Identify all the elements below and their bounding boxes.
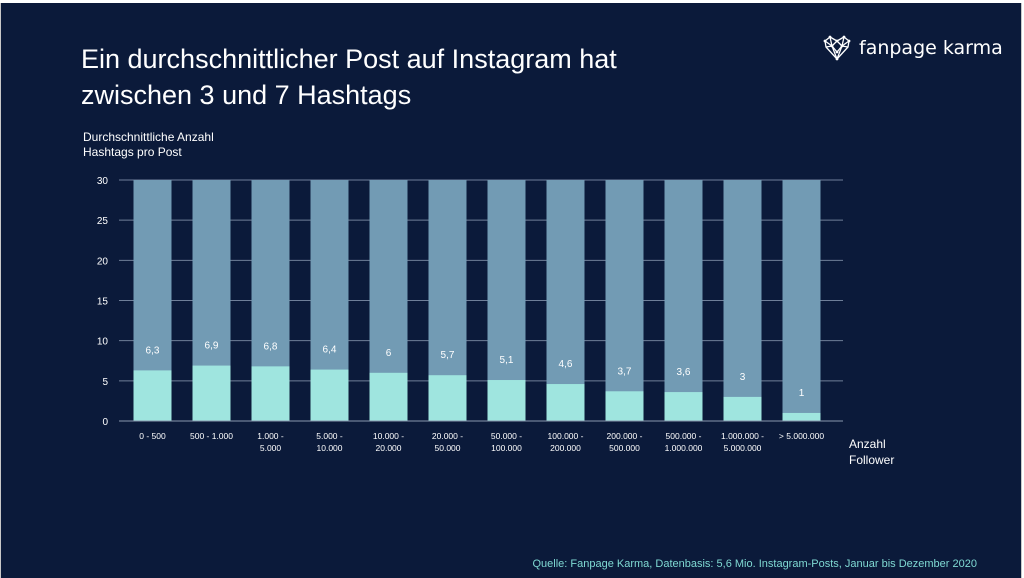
x-tick-label: 1.000 - xyxy=(257,431,284,441)
x-tick-label: 1.000.000 - xyxy=(721,431,764,441)
x-tick-label: 50.000 - xyxy=(491,431,522,441)
y-tick-label: 5 xyxy=(102,377,108,388)
y-tick-label: 15 xyxy=(97,297,109,308)
x-tick-label: 100.000 - xyxy=(548,431,584,441)
background-bar xyxy=(605,180,644,421)
bar xyxy=(428,375,467,421)
y-tick-label: 30 xyxy=(97,176,109,187)
brand-name: fanpage karma xyxy=(859,37,1003,59)
brand-logo: fanpage karma xyxy=(823,33,1003,63)
bar xyxy=(546,384,585,421)
data-label: 3 xyxy=(740,372,746,383)
background-bar xyxy=(782,180,821,421)
x-tick-label: 5.000 xyxy=(260,443,282,453)
y-tick-label: 25 xyxy=(97,216,109,227)
bar xyxy=(192,365,231,421)
x-tick-label: 200.000 xyxy=(550,443,581,453)
data-label: 3,6 xyxy=(677,367,691,378)
bar xyxy=(133,370,172,421)
x-tick-label: 10.000 - xyxy=(373,431,404,441)
x-tick-label: 0 - 500 xyxy=(139,431,166,441)
bar xyxy=(310,369,349,421)
x-tick-label: > 5.000.000 xyxy=(779,431,824,441)
y-tick-label: 0 xyxy=(102,417,108,428)
title-line-1: Ein durchschnittlicher Post auf Instagra… xyxy=(81,44,617,74)
x-tick-label: 20.000 - xyxy=(432,431,463,441)
x-tick-label: 200.000 - xyxy=(607,431,643,441)
data-label: 5,7 xyxy=(441,350,455,361)
x-axis-label-line-1: Anzahl xyxy=(849,437,886,451)
x-tick-label: 100.000 xyxy=(491,443,522,453)
x-tick-label: 5.000 - xyxy=(316,431,343,441)
data-label: 6 xyxy=(386,348,392,359)
x-tick-label: 500 - 1.000 xyxy=(190,431,233,441)
bar xyxy=(723,396,762,421)
bar xyxy=(369,372,408,421)
data-label: 4,6 xyxy=(559,359,573,370)
data-label: 6,3 xyxy=(146,345,160,356)
bar xyxy=(782,412,821,421)
x-tick-label: 50.000 xyxy=(435,443,461,453)
x-tick-label: 20.000 xyxy=(376,443,402,453)
title-line-2: zwischen 3 und 7 Hashtags xyxy=(81,80,412,110)
data-label: 6,8 xyxy=(264,341,278,352)
bar xyxy=(664,392,703,421)
bar-chart: 0 5 10 15 20 25 30 6,3 0 - 500 6,9 500 - 1.000 6,8 1… xyxy=(97,176,843,453)
data-label: 5,1 xyxy=(500,355,514,366)
bar xyxy=(487,380,526,421)
slide: Ein durchschnittlicher Post auf Instagra… xyxy=(0,3,1022,578)
x-tick-label: 5.000.000 xyxy=(724,443,762,453)
data-label: 1 xyxy=(799,388,805,399)
x-tick-label: 500.000 - xyxy=(666,431,702,441)
heart-network-icon xyxy=(823,35,851,61)
x-tick-label: 10.000 xyxy=(317,443,343,453)
bar xyxy=(251,366,290,421)
background-bar xyxy=(723,180,762,421)
y-tick-label: 20 xyxy=(97,256,109,267)
data-label: 6,4 xyxy=(323,345,337,356)
x-axis-label: Anzahl Follower xyxy=(849,436,894,468)
y-axis-label-line-2: Hashtags pro Post xyxy=(83,145,182,159)
source-note: Quelle: Fanpage Karma, Datenbasis: 5,6 M… xyxy=(532,558,977,570)
x-axis-label-line-2: Follower xyxy=(849,453,895,467)
y-axis-label: Durchschnittliche Anzahl Hashtags pro Po… xyxy=(83,130,214,160)
bar xyxy=(605,391,644,421)
x-tick-label: 1.000.000 xyxy=(665,443,703,453)
x-tick-label: 500.000 xyxy=(609,443,640,453)
data-label: 3,7 xyxy=(618,366,632,377)
y-tick-label: 10 xyxy=(97,337,109,348)
data-label: 6,9 xyxy=(205,341,219,352)
y-axis-label-line-1: Durchschnittliche Anzahl xyxy=(83,130,214,144)
background-bar xyxy=(664,180,703,421)
page-title: Ein durchschnittlicher Post auf Instagra… xyxy=(81,41,721,113)
background-bar xyxy=(546,180,585,421)
